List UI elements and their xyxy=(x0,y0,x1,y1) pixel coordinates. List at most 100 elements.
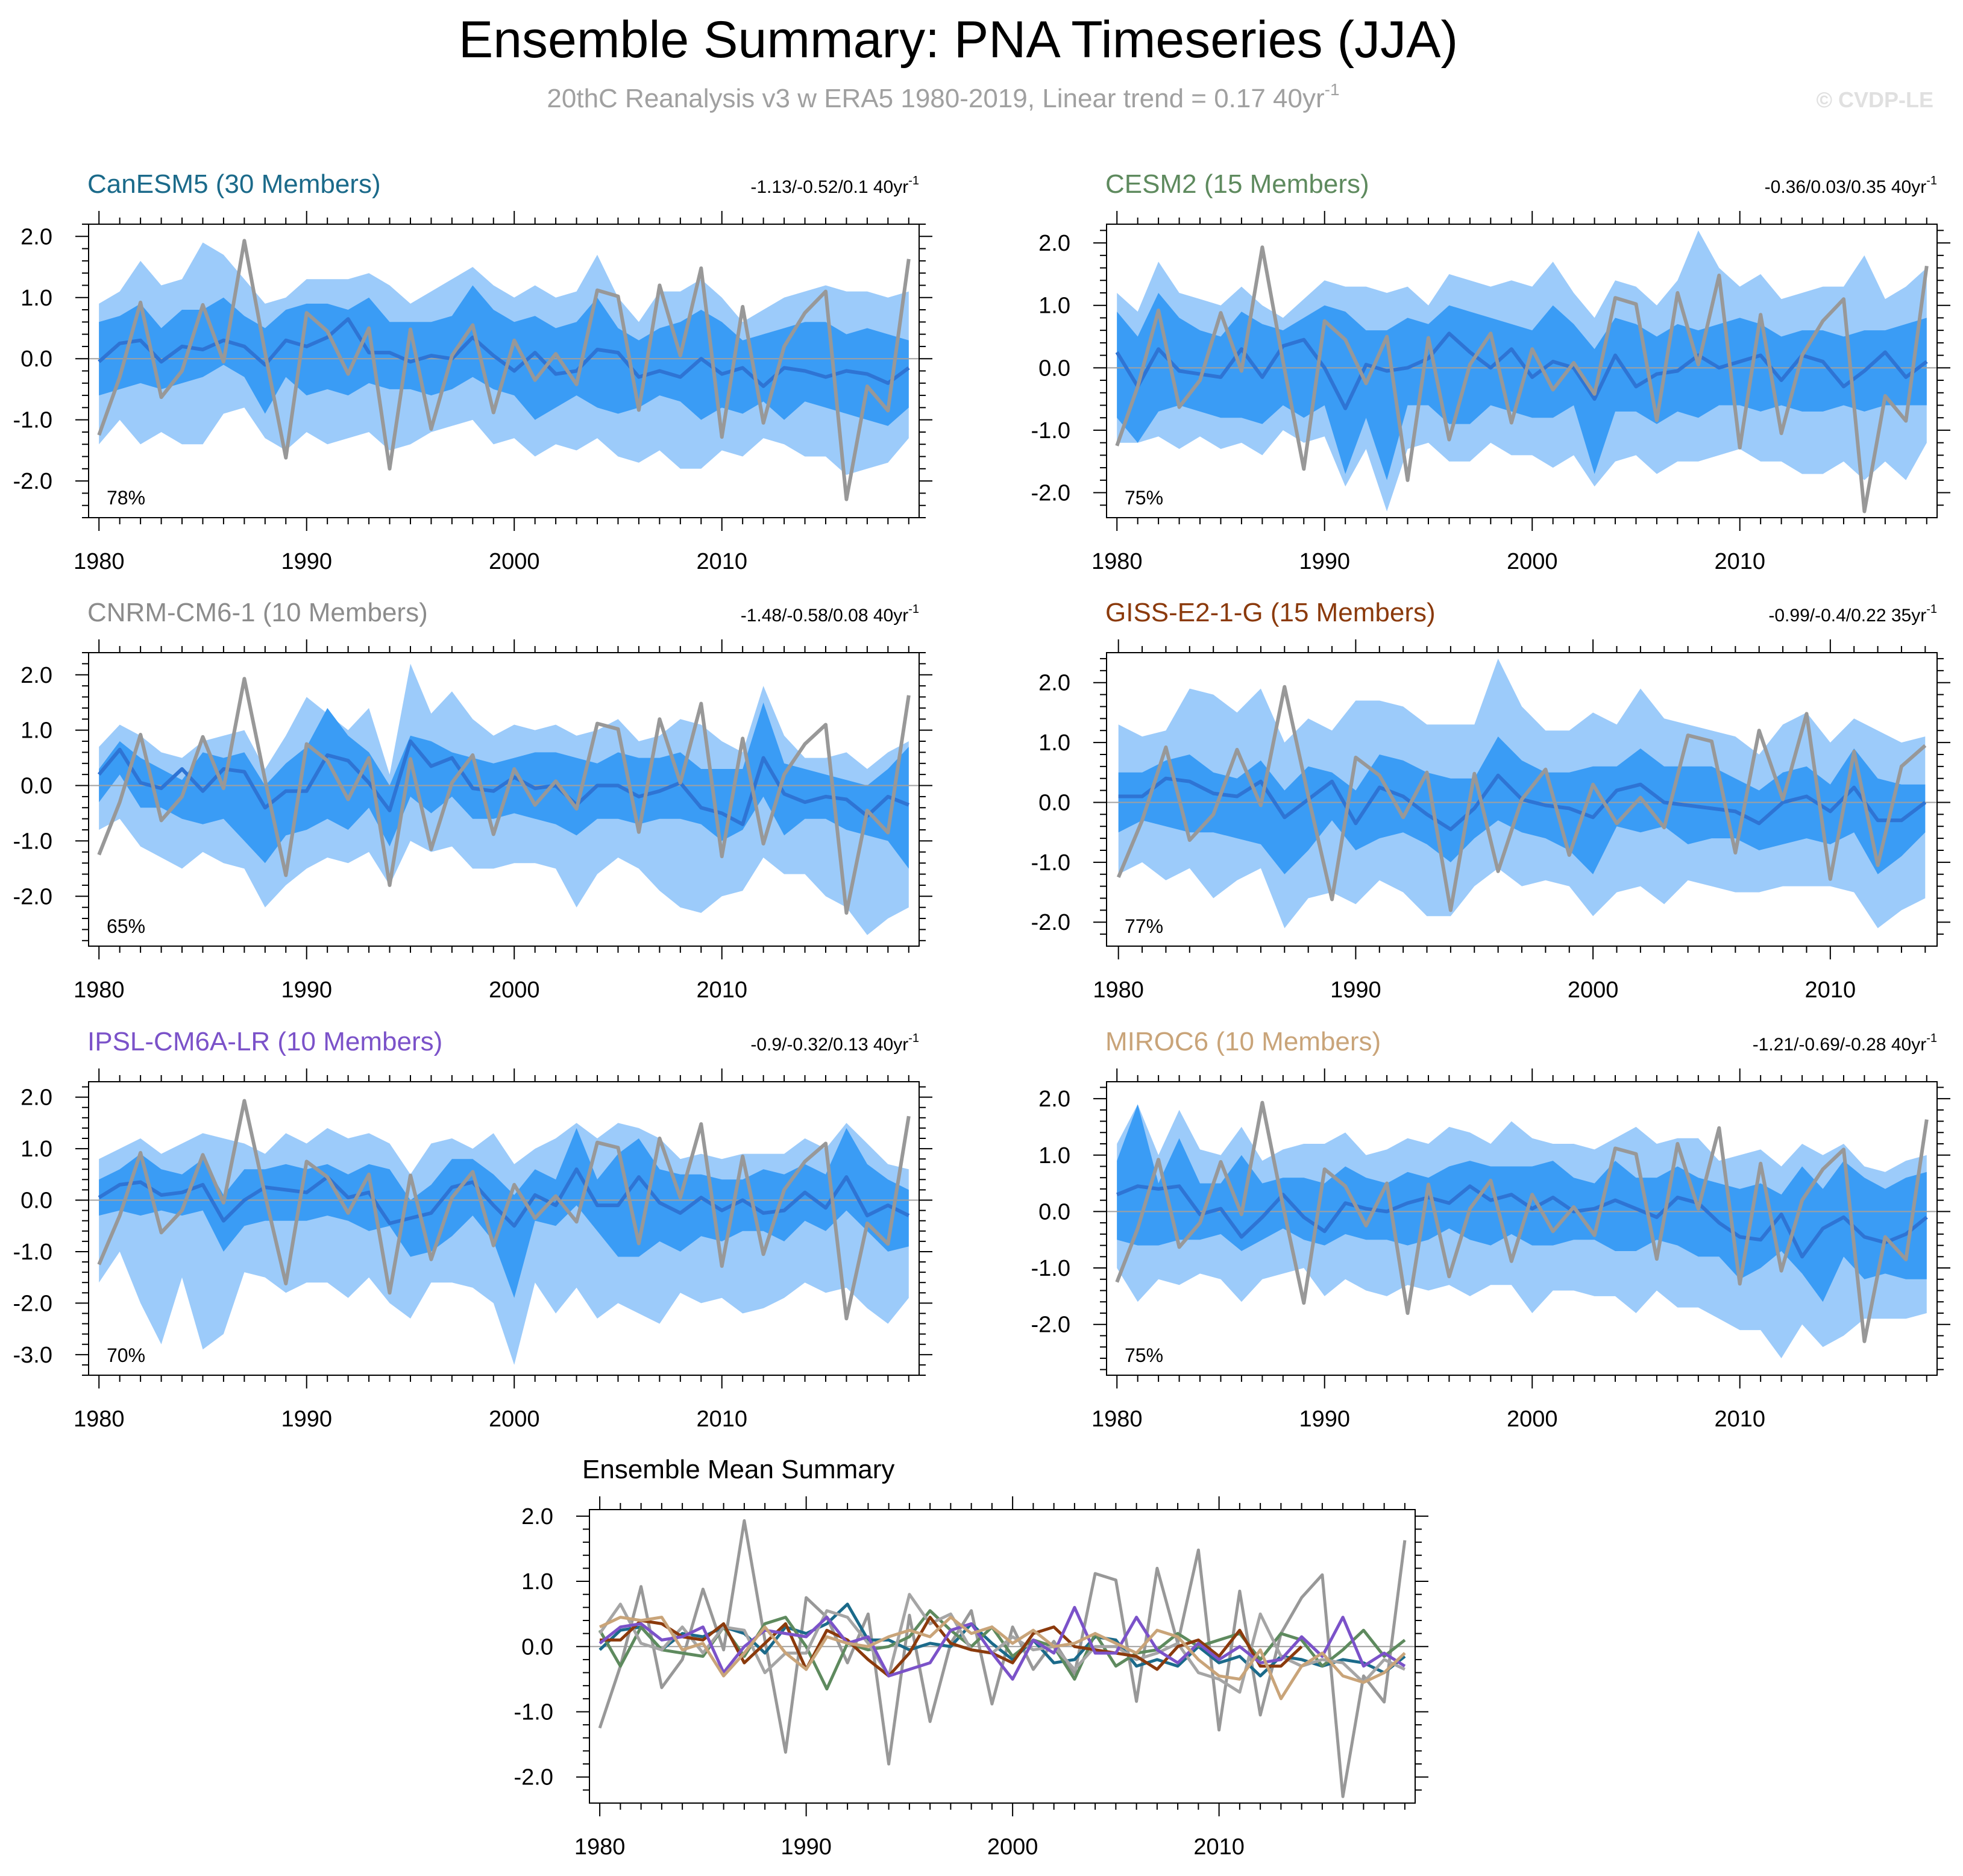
panel-1: -2.0 -1.0 0.0 1.0 2.0 1980 1990 2000 2010 CESM2 (… xyxy=(1031,169,1950,574)
panel-3: -2.0 -1.0 0.0 1.0 2.0 1980 1990 2000 2010 GISS-E2… xyxy=(1031,598,1950,1003)
y-tick-label: 1.0 xyxy=(1038,293,1070,319)
y-tick-label: 0.0 xyxy=(521,1634,553,1660)
ensemble-mean-line xyxy=(1115,331,1928,410)
percent-label: 75% xyxy=(1125,1344,1163,1366)
percent-label: 78% xyxy=(107,487,145,509)
ensemble-mean-line xyxy=(97,739,909,826)
x-tick-label: 2010 xyxy=(1805,977,1856,1003)
y-tick-label: 1.0 xyxy=(20,1137,52,1162)
y-tick-label: 0.0 xyxy=(20,774,52,799)
y-tick-label: 2.0 xyxy=(521,1504,553,1529)
y-tick-label: 2.0 xyxy=(20,1085,52,1111)
plot-frame xyxy=(1106,1081,1938,1376)
plot-frame xyxy=(589,1509,1416,1804)
ensemble-mean-line xyxy=(98,317,910,388)
panel-0: -2.0 -1.0 0.0 1.0 2.0 1980 1990 2000 2010 CanESM5… xyxy=(13,169,932,574)
figure-subtitle: 20thC Reanalysis v3 w ERA5 1980-2019, Li… xyxy=(547,80,1339,113)
y-tick-label: -3.0 xyxy=(13,1343,52,1368)
panel-6: -2.0 -1.0 0.0 1.0 2.0 1980 1990 2000 2010 Ensembl… xyxy=(514,1455,1428,1860)
trend-label: -1.48/-0.58/0.08 40yr-1 xyxy=(741,603,919,626)
y-tick-label: 2.0 xyxy=(20,663,52,688)
y-tick-label: 2.0 xyxy=(1038,671,1070,696)
y-tick-label: 2.0 xyxy=(1038,1087,1070,1112)
percent-label: 77% xyxy=(1125,915,1163,937)
y-tick-label: 0.0 xyxy=(1038,1199,1070,1225)
x-tick-label: 2010 xyxy=(696,1407,747,1432)
plot-area xyxy=(89,239,919,501)
plot-frame xyxy=(88,1081,920,1376)
y-tick-label: -1.0 xyxy=(1031,850,1070,876)
y-tick-label: -2.0 xyxy=(1031,481,1070,506)
trend-label: -1.21/-0.69/-0.28 40yr-1 xyxy=(1753,1032,1937,1055)
y-tick-label: -1.0 xyxy=(1031,1256,1070,1281)
panel-title: CESM2 (15 Members) xyxy=(1105,169,1369,199)
trend-superscript: -1 xyxy=(908,603,919,616)
y-tick-label: 2.0 xyxy=(1038,231,1070,256)
observed-line xyxy=(1115,1100,1929,1343)
subtitle-superscript: -1 xyxy=(1325,80,1340,99)
observed-line xyxy=(97,1099,911,1320)
x-tick-label: 2010 xyxy=(1714,1407,1765,1432)
panel-4: -3.0 -2.0 -1.0 0.0 1.0 2.0 1980 1990 2000 2010 IPS… xyxy=(13,1027,932,1432)
x-tick-label: 1990 xyxy=(1299,1407,1350,1432)
trend-label: -0.99/-0.4/0.22 35yr-1 xyxy=(1768,603,1937,626)
subtitle-text: 20thC Reanalysis v3 w ERA5 1980-2019, Li… xyxy=(547,84,1324,113)
observed-line xyxy=(1115,245,1929,513)
band-inner xyxy=(1118,736,1926,874)
panel-2: -2.0 -1.0 0.0 1.0 2.0 1980 1990 2000 2010 CNRM-CM… xyxy=(13,598,932,1003)
y-tick-label: 1.0 xyxy=(1038,730,1070,756)
x-tick-label: 2010 xyxy=(696,549,747,574)
y-tick-label: 1.0 xyxy=(20,718,52,744)
panel-title: Ensemble Mean Summary xyxy=(582,1455,894,1484)
percent-label: 65% xyxy=(107,915,145,937)
x-tick-label: 1980 xyxy=(1091,549,1143,574)
panel-title: CNRM-CM6-1 (10 Members) xyxy=(87,598,428,627)
x-tick-label: 2010 xyxy=(696,977,747,1003)
panel-title: GISS-E2-1-G (15 Members) xyxy=(1105,598,1436,627)
x-tick-label: 1980 xyxy=(74,1407,125,1432)
y-tick-label: -2.0 xyxy=(13,1291,52,1316)
y-tick-label: -2.0 xyxy=(1031,1313,1070,1338)
x-tick-label: 1980 xyxy=(74,977,125,1003)
y-tick-label: -2.0 xyxy=(13,884,52,909)
x-tick-label: 2000 xyxy=(489,1407,540,1432)
trend-superscript: -1 xyxy=(1926,603,1937,616)
y-tick-label: 0.0 xyxy=(1038,790,1070,815)
plot-area xyxy=(1107,1100,1937,1358)
y-tick-label: -1.0 xyxy=(13,829,52,854)
trend-superscript: -1 xyxy=(908,1032,919,1045)
x-tick-label: 1990 xyxy=(780,1834,832,1860)
y-tick-label: -1.0 xyxy=(13,1240,52,1265)
plot-area xyxy=(1107,658,1937,929)
observed-line xyxy=(97,239,911,501)
plot-area xyxy=(89,1099,919,1365)
x-tick-label: 2010 xyxy=(1193,1834,1245,1860)
series-line-miroc6 xyxy=(599,1616,1406,1701)
series-line-cnrm-cm6-1 xyxy=(598,1593,1406,1694)
x-tick-label: 1980 xyxy=(74,549,125,574)
y-tick-label: -1.0 xyxy=(514,1699,553,1725)
plot-area xyxy=(1107,230,1937,513)
x-tick-label: 1990 xyxy=(1299,549,1350,574)
panels: -2.0 -1.0 0.0 1.0 2.0 1980 1990 2000 2010 CanESM5… xyxy=(13,169,1950,1860)
trend-text: -0.36/0.03/0.35 40yr xyxy=(1765,177,1927,197)
y-tick-label: 0.0 xyxy=(20,1188,52,1214)
series-line-ipsl-cm6a-lr xyxy=(598,1605,1406,1681)
y-tick-label: -1.0 xyxy=(1031,418,1070,444)
panel-title: MIROC6 (10 Members) xyxy=(1105,1027,1381,1056)
x-tick-label: 2010 xyxy=(1714,549,1765,574)
y-tick-label: 0.0 xyxy=(20,347,52,372)
y-tick-label: -2.0 xyxy=(13,469,52,494)
x-tick-label: 1980 xyxy=(1093,977,1144,1003)
plot-frame xyxy=(88,652,920,947)
trend-label: -0.36/0.03/0.35 40yr-1 xyxy=(1765,174,1937,197)
x-tick-label: 2000 xyxy=(489,549,540,574)
figure-title: Ensemble Summary: PNA Timeseries (JJA) xyxy=(459,11,1458,69)
y-tick-label: 1.0 xyxy=(521,1569,553,1595)
panel-title: CanESM5 (30 Members) xyxy=(87,169,381,199)
observed-line xyxy=(1116,685,1927,912)
panel-title: IPSL-CM6A-LR (10 Members) xyxy=(87,1027,442,1056)
y-tick-label: 1.0 xyxy=(20,286,52,311)
y-tick-label: 2.0 xyxy=(20,224,52,249)
